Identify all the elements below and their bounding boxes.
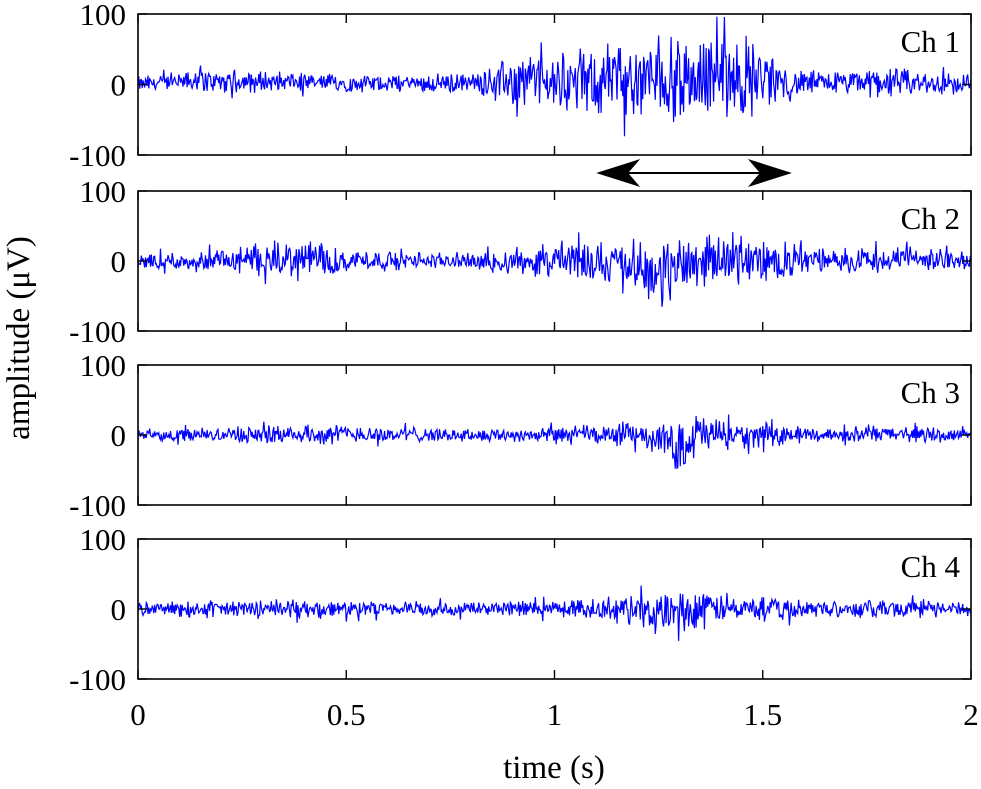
y-axis-label: amplitude (μV) bbox=[1, 236, 37, 440]
panel-3: -100 0 100 Ch 3 bbox=[69, 348, 972, 523]
channel-label: Ch 1 bbox=[901, 24, 960, 59]
panel-1: -100 0 100 Ch 1 bbox=[69, 0, 972, 173]
y-tick-label: 0 bbox=[111, 418, 127, 453]
y-tick-label: 0 bbox=[111, 244, 127, 279]
x-tick-label: 0.5 bbox=[327, 697, 366, 732]
double-arrow-annotation bbox=[596, 159, 792, 187]
panel-2: -100 0 100 Ch 2 bbox=[69, 174, 972, 349]
x-tick-label: 0 bbox=[130, 697, 146, 732]
y-tick-label: 100 bbox=[80, 0, 127, 32]
panel-4: -100 0 100 Ch 4 bbox=[69, 522, 972, 697]
series-line-3 bbox=[138, 414, 971, 470]
channel-label: Ch 2 bbox=[901, 201, 960, 236]
channel-label: Ch 3 bbox=[901, 375, 960, 410]
x-tick-label: 1.5 bbox=[743, 697, 782, 732]
x-tick-label: 2 bbox=[963, 697, 979, 732]
x-axis-label: time (s) bbox=[503, 750, 605, 786]
series-line-2 bbox=[138, 232, 971, 307]
y-tick-label: 0 bbox=[111, 68, 127, 103]
y-tick-label: -100 bbox=[69, 662, 126, 697]
y-tick-label: -100 bbox=[69, 488, 126, 523]
arrow-head-left bbox=[596, 159, 641, 187]
y-tick-label: -100 bbox=[69, 314, 126, 349]
y-tick-label: 100 bbox=[80, 522, 127, 557]
channel-label: Ch 4 bbox=[901, 549, 961, 584]
y-tick-label: -100 bbox=[69, 138, 126, 173]
x-axis-ticks: 0 0.5 1 1.5 2 bbox=[130, 697, 979, 732]
arrow-head-right bbox=[747, 159, 792, 187]
y-tick-label: 100 bbox=[80, 348, 127, 383]
y-tick-label: 0 bbox=[111, 592, 127, 627]
x-tick-label: 1 bbox=[547, 697, 563, 732]
series-line-4 bbox=[138, 585, 971, 641]
series-line-1 bbox=[138, 16, 971, 137]
y-tick-label: 100 bbox=[80, 174, 127, 209]
panel-frame bbox=[137, 538, 972, 680]
